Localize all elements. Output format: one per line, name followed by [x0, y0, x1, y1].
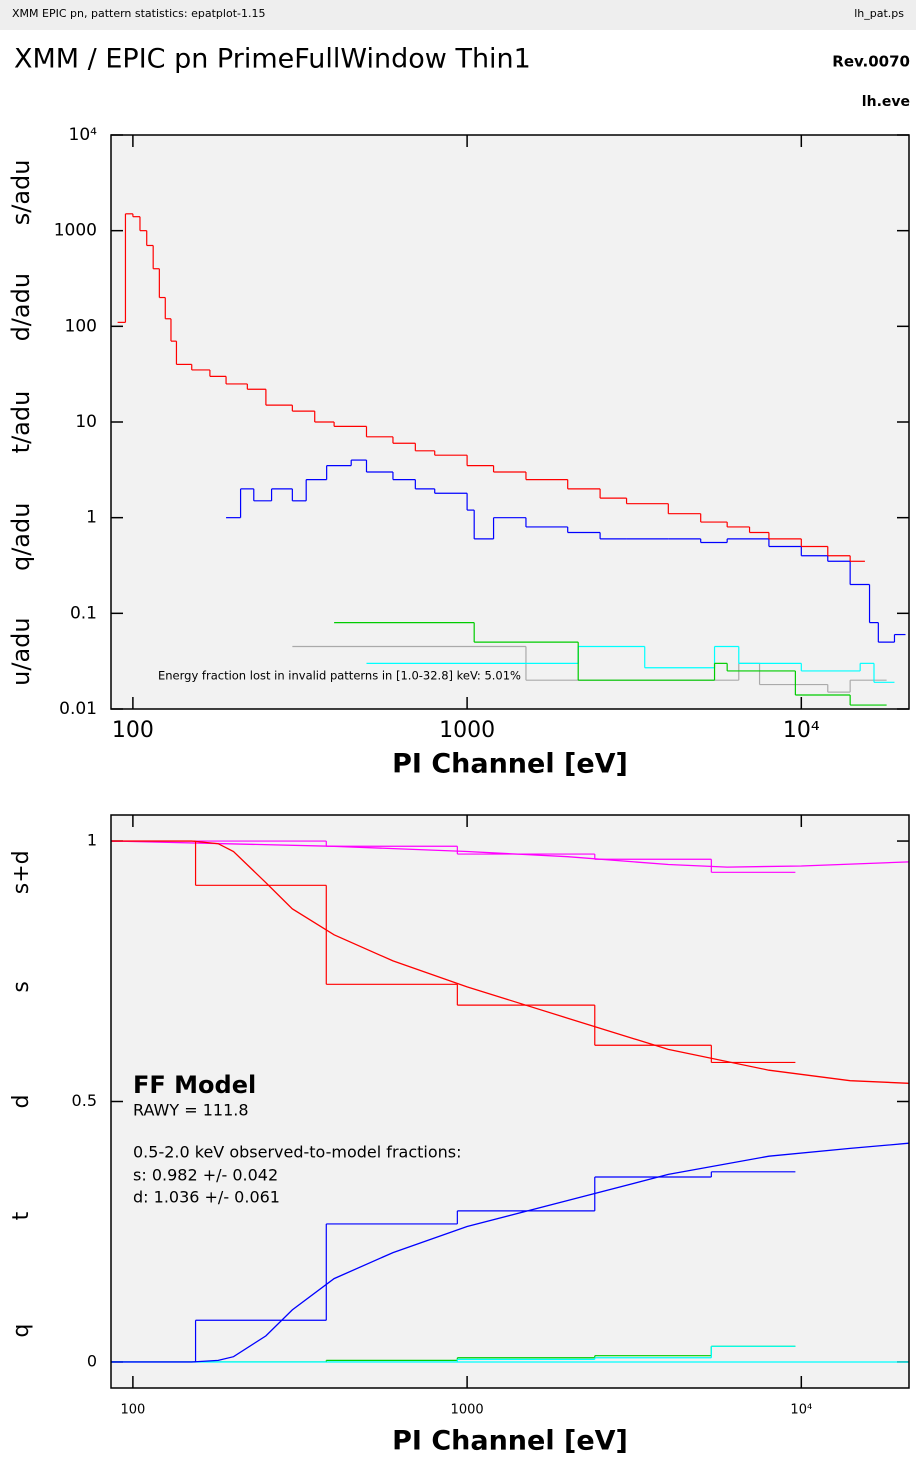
side-label: s/adu	[7, 160, 35, 226]
x-tick-label: 100	[120, 1403, 145, 1418]
y-tick-label: 0	[87, 1351, 97, 1370]
side-label: d	[9, 1095, 34, 1109]
plot-frame	[110, 814, 910, 1389]
side-label: d/adu	[7, 273, 35, 341]
page-title: XMM / EPIC pn PrimeFullWindow Thin1	[14, 44, 531, 75]
revision: Rev.0070	[832, 53, 910, 71]
side-label: s+d	[9, 850, 34, 894]
x-tick-label: 1000	[451, 1403, 484, 1418]
model-text: s: 0.982 +/- 0.042	[133, 1166, 278, 1185]
header-bar	[0, 0, 916, 30]
header-right: lh_pat.ps	[854, 7, 904, 20]
y-tick-label: 10	[75, 412, 97, 432]
side-label: t/adu	[7, 391, 35, 454]
annotation: Energy fraction lost in invalid patterns…	[158, 669, 521, 683]
side-label: q/adu	[7, 503, 35, 571]
x-tick-label: 100	[112, 718, 154, 743]
y-tick-label: 100	[65, 316, 97, 336]
model-curve	[111, 1142, 910, 1363]
model-text: d: 1.036 +/- 0.061	[133, 1188, 280, 1207]
plot-area	[111, 815, 909, 1388]
side-label: q	[9, 1324, 34, 1338]
plot-frame	[110, 134, 910, 710]
header-left: XMM EPIC pn, pattern statistics: epatplo…	[12, 7, 265, 20]
x-axis-label: PI Channel [eV]	[392, 1426, 628, 1457]
y-tick-label: 1000	[54, 221, 97, 241]
y-tick-label: 1	[86, 508, 97, 528]
side-label: u/adu	[7, 617, 35, 685]
y-tick-label: 0.01	[59, 699, 97, 719]
model-text: RAWY = 111.8	[133, 1101, 249, 1120]
y-tick-label: 0.1	[70, 603, 97, 623]
y-tick-label: 0.5	[72, 1091, 97, 1110]
model-text: FF Model	[133, 1071, 256, 1099]
side-label: s	[9, 981, 34, 992]
y-tick-label: 1	[87, 831, 97, 850]
x-tick-label: 1000	[439, 718, 495, 743]
file-name: lh.eve	[862, 94, 910, 110]
x-tick-label: 10⁴	[790, 1403, 812, 1418]
model-text: 0.5-2.0 keV observed-to-model fractions:	[133, 1143, 462, 1162]
model-curve	[110, 840, 910, 868]
side-label: t	[9, 1211, 34, 1220]
x-axis-label: PI Channel [eV]	[392, 749, 628, 780]
y-tick-label: 10⁴	[69, 125, 98, 145]
plot-area	[111, 135, 909, 709]
model-curve	[111, 840, 910, 1084]
x-tick-label: 10⁴	[783, 718, 820, 743]
